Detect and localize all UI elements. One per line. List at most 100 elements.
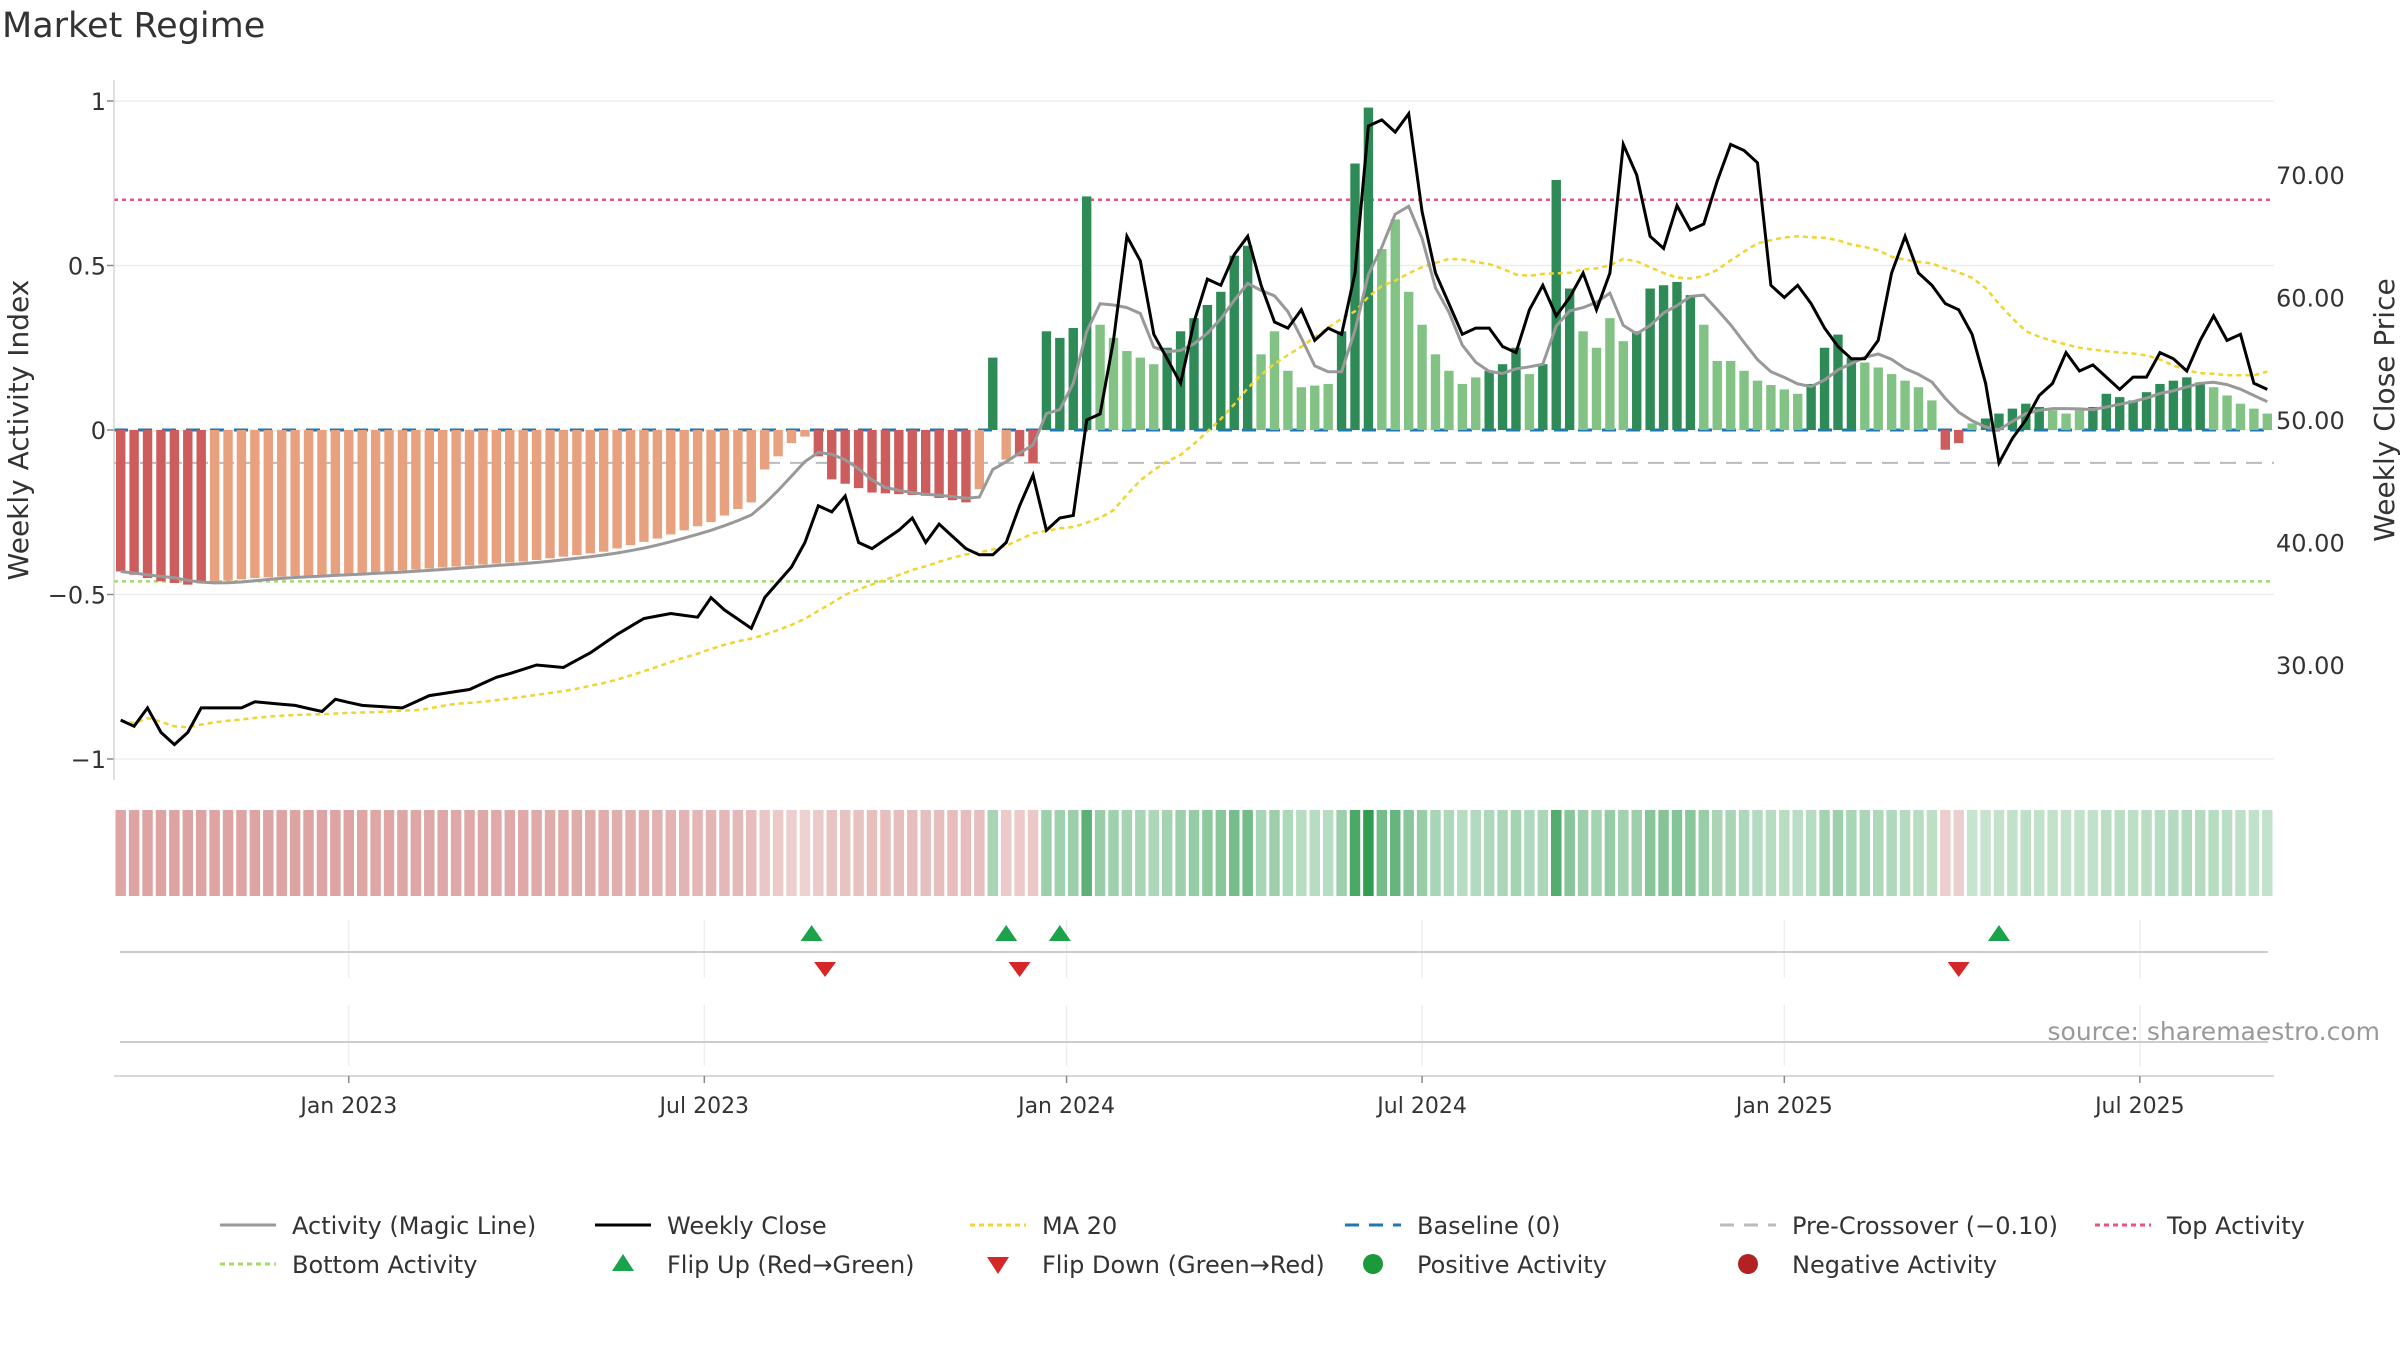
activity-bar — [1497, 364, 1508, 430]
regime-cell — [880, 810, 891, 896]
activity-bar — [1551, 179, 1561, 430]
activity-bar — [773, 430, 783, 457]
regime-cell — [1135, 810, 1146, 896]
activity-bar — [2007, 408, 2018, 430]
regime-cell — [866, 810, 878, 896]
regime-cell — [1376, 810, 1388, 896]
activity-bar — [2262, 413, 2272, 430]
regime-cell — [1054, 810, 1066, 896]
activity-bar — [1564, 288, 1575, 430]
regime-cell — [558, 810, 569, 896]
regime-cell — [759, 810, 770, 896]
activity-bar — [518, 430, 528, 562]
regime-cell — [1014, 810, 1025, 896]
regime-cell — [504, 810, 516, 896]
activity-bars — [116, 107, 2272, 585]
regime-cell — [236, 810, 247, 896]
activity-bar — [880, 430, 891, 494]
activity-bar — [1403, 291, 1414, 430]
x-tick-label: Jan 2024 — [1016, 1094, 1115, 1119]
x-tick-label: Jan 2025 — [1734, 1094, 1833, 1119]
legend-item: Positive Activity — [1363, 1251, 1607, 1279]
regime-cell — [343, 810, 355, 896]
activity-bar — [1511, 347, 1521, 430]
activity-bar — [679, 430, 689, 531]
activity-bar — [612, 430, 622, 549]
activity-bar — [988, 357, 998, 430]
activity-bar — [639, 430, 649, 542]
regime-cell — [1121, 810, 1133, 896]
activity-bar — [397, 430, 408, 571]
regime-cell — [665, 810, 677, 896]
activity-bar — [438, 430, 448, 568]
activity-bar — [250, 430, 260, 579]
activity-bar — [2074, 410, 2085, 430]
regime-cell — [947, 810, 958, 896]
flip-down-marker — [1008, 962, 1031, 977]
chart-title: Market Regime — [2, 6, 265, 46]
regime-cell — [1872, 810, 1884, 896]
regime-cell — [1644, 810, 1656, 896]
activity-bar — [1336, 331, 1347, 430]
regime-cell — [1792, 810, 1803, 896]
regime-cell — [1886, 810, 1897, 896]
regime-cell — [2087, 810, 2099, 896]
red-dot-icon — [1738, 1254, 1758, 1274]
legend-label: MA 20 — [1042, 1212, 1117, 1240]
regime-cell — [2141, 810, 2152, 896]
regime-cell — [893, 810, 905, 896]
series-lines — [120, 109, 2268, 747]
regime-cell — [2020, 810, 2032, 896]
activity-bar — [370, 430, 381, 573]
legend-label: Flip Up (Red→Green) — [667, 1251, 915, 1279]
activity-bar — [2168, 380, 2179, 430]
regime-cell — [2168, 810, 2179, 896]
activity-bar — [800, 430, 810, 437]
activity-bar — [2101, 393, 2111, 430]
activity-bar — [545, 430, 555, 559]
regime-cell — [1631, 810, 1642, 896]
activity-bar — [1363, 107, 1374, 430]
regime-cell — [1698, 810, 1710, 896]
activity-bar — [1752, 380, 1763, 430]
regime-cell — [1269, 810, 1280, 896]
activity-bar — [733, 430, 743, 509]
activity-bar — [2115, 397, 2125, 430]
regime-cell — [1564, 810, 1575, 896]
activity-bar — [2182, 377, 2192, 430]
activity-bar — [142, 430, 153, 579]
activity-bar — [1417, 324, 1427, 430]
regime-cell — [1296, 810, 1307, 896]
activity-bar — [196, 430, 206, 584]
regime-cell — [1000, 810, 1012, 896]
regime-cell — [222, 810, 234, 896]
regime-cell — [1175, 810, 1186, 896]
activity-bar — [2222, 395, 2232, 430]
regime-cell — [2248, 810, 2260, 896]
regime-cell — [1215, 810, 1227, 896]
activity-bar — [666, 430, 676, 535]
activity-bar — [1833, 334, 1843, 430]
regime-cell — [933, 810, 945, 896]
activity-bar — [2047, 410, 2058, 430]
activity-bar — [1672, 281, 1682, 430]
activity-bar — [1189, 318, 1199, 430]
regime-cell — [1591, 810, 1602, 896]
flip-down-marker — [1947, 962, 1970, 977]
right-axis-ticks: 70.00 60.00 50.00 40.00 30.00 — [2276, 162, 2345, 680]
regime-cell — [1322, 810, 1334, 896]
regime-cell — [1980, 810, 1991, 896]
activity-bar — [357, 430, 367, 573]
regime-cell — [598, 810, 609, 896]
regime-cell — [128, 810, 140, 896]
regime-cell — [839, 810, 851, 896]
activity-bar — [451, 430, 461, 567]
activity-bar — [129, 430, 139, 575]
regime-cell — [517, 810, 529, 896]
regime-cell — [907, 810, 918, 896]
y-right-tick-label: 50.00 — [2276, 407, 2345, 435]
activity-bar — [746, 430, 756, 503]
legend-label: Pre-Crossover (−0.10) — [1792, 1212, 2058, 1240]
activity-bar — [1108, 337, 1119, 430]
